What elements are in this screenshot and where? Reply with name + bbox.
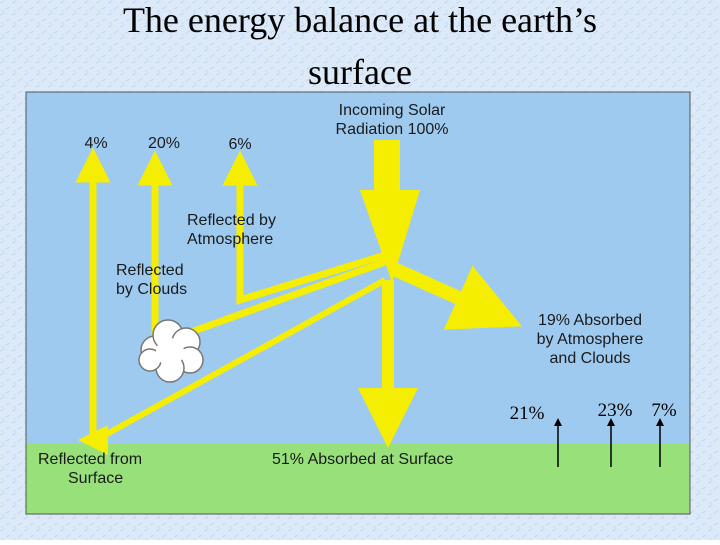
label: Atmosphere [187,231,273,248]
label: Reflected from [38,451,142,468]
label: Surface [68,470,123,487]
title-line: surface [308,52,412,92]
label: and Clouds [550,350,631,367]
label: Reflected [116,262,184,279]
arrow [222,150,387,305]
label: 19% Absorbed [538,312,642,329]
label: 20% [148,135,180,152]
label: 6% [228,136,251,153]
label: by Clouds [116,281,187,298]
arrow [389,261,522,330]
incoming-arrow [360,140,420,282]
annotation-arrows [554,418,664,467]
cloud [138,319,204,383]
label: Radiation 100% [336,121,449,138]
title-line: The energy balance at the earth’s [123,0,597,40]
diagram: Incoming Solar Radiation 100% 4% 20% 6% … [25,91,691,515]
label: 51% Absorbed at Surface [272,451,454,468]
frame [25,91,691,515]
annotation: 23% [598,400,633,421]
sky [26,92,690,444]
label: by Atmosphere [537,331,644,348]
annotation: 7% [651,400,677,421]
label: 4% [84,135,107,152]
label: Reflected by [187,212,276,229]
annotation: 21% [510,403,545,424]
label: Incoming Solar [339,102,446,119]
ground [26,444,690,514]
